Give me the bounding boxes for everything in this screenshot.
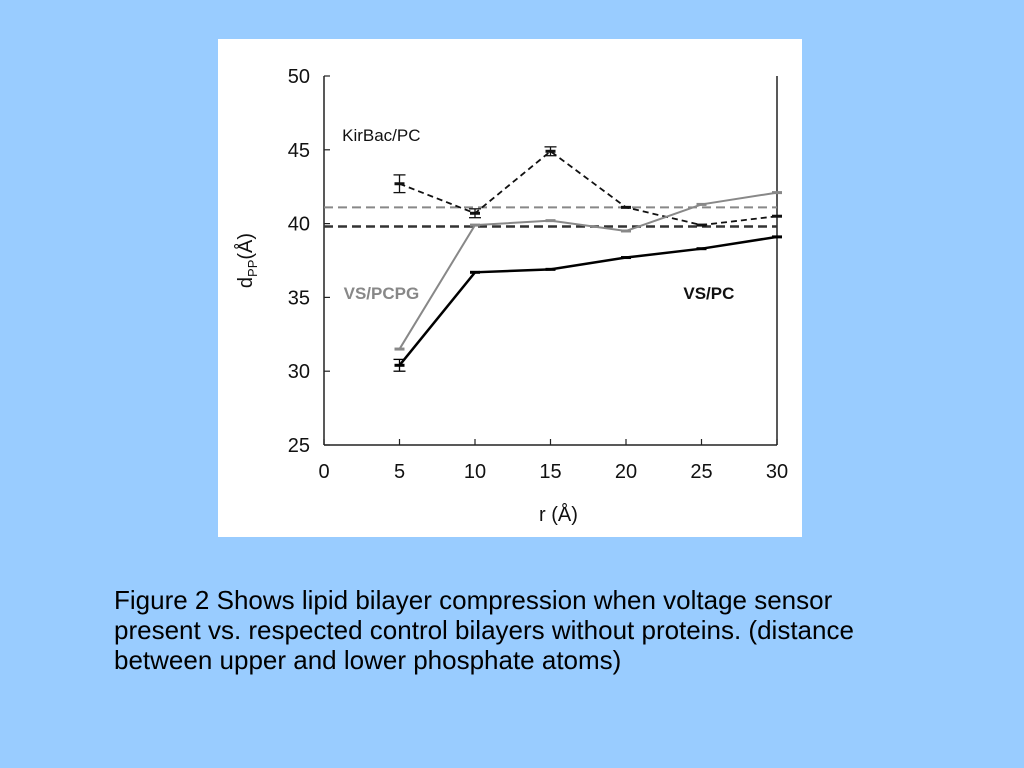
x-tick-label: 25 (690, 461, 712, 483)
series-annotation: VS/PCPG (344, 284, 420, 303)
figure-panel: 0 5 10 15 20 25 30 25 30 35 40 45 50 r (Å) dPP(Å) KirBa… (218, 39, 802, 537)
series-annotation: VS/PC (683, 284, 734, 303)
line-chart: 0 5 10 15 20 25 30 25 30 35 40 45 50 r (Å) dPP(Å) KirBa… (234, 66, 788, 526)
x-tick-label: 10 (464, 461, 486, 483)
y-tick-label: 25 (288, 435, 310, 457)
y-tick-label: 50 (288, 66, 310, 88)
y-tick-label: 35 (288, 287, 310, 309)
x-tick-label: 0 (318, 461, 329, 483)
series-line-0 (399, 150, 778, 226)
y-tick-label: 40 (288, 214, 310, 236)
x-axis-title: r (Å) (539, 503, 578, 526)
x-tick-label: 30 (766, 461, 788, 483)
x-tick-label: 15 (539, 461, 561, 483)
y-axis-title: dPP(Å) (234, 233, 260, 288)
y-tick-label: 30 (288, 361, 310, 383)
y-tick-label: 45 (288, 140, 310, 162)
series-line-2 (398, 235, 778, 367)
series-annotation: KirBac/PC (342, 126, 420, 145)
series-line-1 (398, 191, 778, 350)
x-tick-label: 20 (615, 461, 637, 483)
x-tick-label: 5 (394, 461, 405, 483)
figure-caption: Figure 2 Shows lipid bilayer compression… (114, 585, 854, 675)
